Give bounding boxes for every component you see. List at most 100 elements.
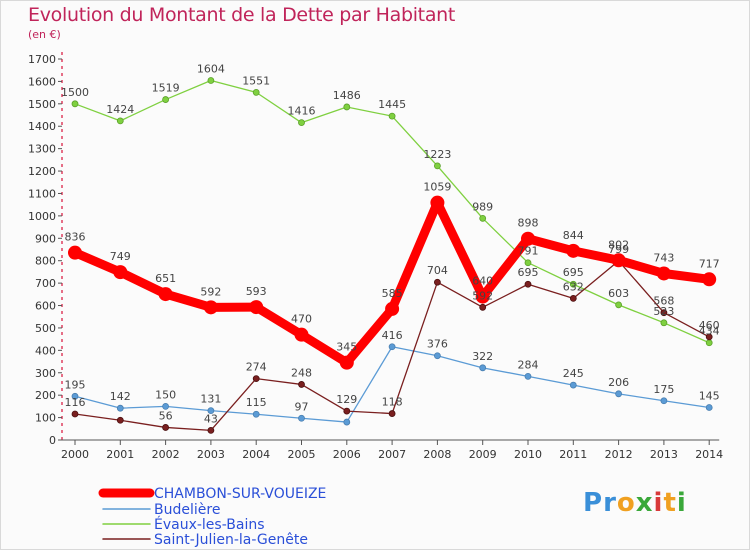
data-point bbox=[71, 100, 79, 108]
data-label: 695 bbox=[563, 266, 584, 279]
data-label: 131 bbox=[200, 393, 221, 406]
x-tick-label: 2012 bbox=[605, 448, 633, 461]
data-point bbox=[207, 407, 215, 415]
y-tick-label: 400 bbox=[35, 344, 56, 357]
data-point bbox=[566, 243, 581, 258]
data-label: 749 bbox=[110, 250, 131, 263]
data-point bbox=[116, 404, 124, 412]
data-label: 284 bbox=[518, 358, 539, 371]
data-label: 116 bbox=[65, 396, 86, 409]
data-label: 195 bbox=[65, 378, 86, 391]
data-label: 802 bbox=[608, 238, 629, 251]
data-label: 593 bbox=[246, 285, 267, 298]
data-label: 274 bbox=[246, 361, 267, 374]
data-label: 248 bbox=[291, 366, 312, 379]
y-tick-label: 1500 bbox=[28, 98, 56, 111]
x-tick-label: 2010 bbox=[514, 448, 542, 461]
data-point bbox=[524, 259, 532, 267]
data-label: 345 bbox=[336, 341, 357, 354]
data-point bbox=[524, 280, 532, 288]
data-point bbox=[252, 88, 260, 96]
data-label: 844 bbox=[563, 229, 584, 242]
data-label: 523 bbox=[653, 305, 674, 318]
x-tick-label: 2014 bbox=[695, 448, 723, 461]
data-point bbox=[705, 404, 713, 411]
data-point bbox=[611, 253, 626, 268]
y-tick-label: 600 bbox=[35, 300, 56, 313]
data-point bbox=[475, 289, 490, 304]
data-label: 115 bbox=[246, 396, 267, 409]
y-tick-label: 300 bbox=[35, 367, 56, 380]
data-point bbox=[343, 103, 351, 111]
data-label: 470 bbox=[291, 313, 312, 326]
data-label: 129 bbox=[336, 393, 357, 406]
data-label: 1223 bbox=[423, 148, 451, 161]
data-label: 799 bbox=[608, 243, 629, 256]
legend-label: Saint-Julien-la-Genête bbox=[154, 532, 308, 548]
data-point bbox=[252, 410, 260, 418]
y-tick-label: 1200 bbox=[28, 165, 56, 178]
data-point bbox=[433, 162, 441, 170]
data-label: 43 bbox=[204, 412, 218, 425]
data-label: 1059 bbox=[423, 181, 451, 194]
y-tick-label: 0 bbox=[49, 434, 56, 447]
proxiti-logo: Proxiti bbox=[583, 488, 687, 518]
data-point bbox=[433, 278, 441, 286]
x-tick-label: 2008 bbox=[423, 448, 451, 461]
x-tick-label: 2009 bbox=[469, 448, 497, 461]
data-label: 175 bbox=[653, 383, 674, 396]
data-label: 145 bbox=[699, 390, 720, 403]
x-tick-label: 2013 bbox=[650, 448, 678, 461]
data-label: 56 bbox=[159, 409, 173, 422]
legend-label: CHAMBON-SUR-VOUEIZE bbox=[154, 486, 326, 502]
data-point bbox=[569, 381, 577, 389]
data-label: 322 bbox=[472, 350, 493, 363]
data-point bbox=[656, 266, 671, 281]
data-label: 206 bbox=[608, 376, 629, 389]
data-label: 592 bbox=[200, 285, 221, 298]
legend-label: Évaux-les-Bains bbox=[154, 516, 265, 533]
data-label: 898 bbox=[518, 217, 539, 230]
data-point bbox=[430, 195, 445, 210]
data-label: 592 bbox=[472, 289, 493, 302]
y-tick-label: 1400 bbox=[28, 120, 56, 133]
data-point bbox=[162, 96, 170, 103]
data-point bbox=[162, 424, 170, 431]
x-tick-label: 2002 bbox=[152, 448, 180, 461]
data-point bbox=[388, 343, 396, 351]
data-point bbox=[479, 364, 487, 372]
y-tick-label: 1000 bbox=[28, 210, 56, 223]
data-point bbox=[705, 339, 713, 347]
data-point bbox=[388, 410, 396, 417]
data-point bbox=[298, 381, 305, 388]
data-label: 695 bbox=[518, 266, 539, 279]
data-point bbox=[162, 402, 170, 410]
data-point bbox=[207, 77, 215, 84]
x-tick-label: 2000 bbox=[61, 448, 89, 461]
data-label: 1486 bbox=[333, 89, 361, 102]
data-label: 150 bbox=[155, 388, 176, 401]
data-point bbox=[385, 301, 400, 316]
data-point bbox=[158, 287, 173, 302]
data-point bbox=[343, 418, 351, 426]
data-label: 434 bbox=[699, 325, 720, 338]
data-label: 704 bbox=[427, 264, 448, 277]
data-label: 1416 bbox=[288, 105, 316, 118]
data-label: 142 bbox=[110, 390, 131, 403]
data-point bbox=[252, 375, 260, 382]
data-point bbox=[113, 265, 128, 280]
data-label: 585 bbox=[382, 287, 403, 300]
data-label: 1551 bbox=[242, 74, 270, 87]
x-tick-label: 2006 bbox=[333, 448, 361, 461]
data-label: 460 bbox=[699, 319, 720, 332]
y-tick-label: 200 bbox=[35, 389, 56, 402]
data-point bbox=[615, 301, 622, 309]
x-tick-label: 2001 bbox=[106, 448, 134, 461]
data-label: 245 bbox=[563, 367, 584, 380]
data-point bbox=[71, 410, 79, 418]
y-tick-label: 900 bbox=[35, 232, 56, 245]
data-label: 1445 bbox=[378, 98, 406, 111]
data-point bbox=[249, 300, 264, 315]
data-point bbox=[479, 214, 487, 222]
